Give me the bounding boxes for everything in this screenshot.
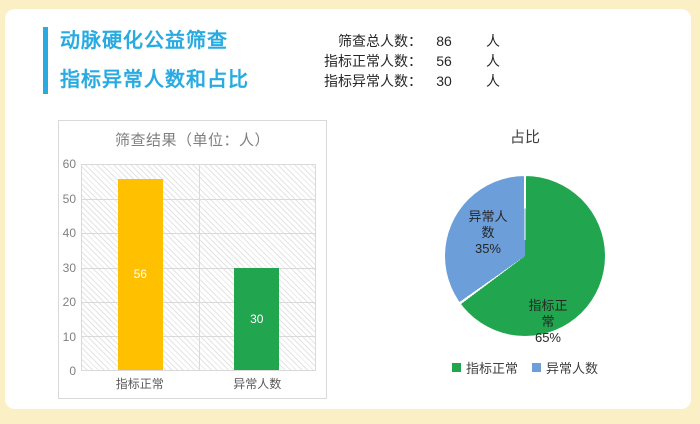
legend-label: 指标正常 <box>465 361 518 376</box>
bar-chart-panel: 筛查结果（单位：人） 60 50 40 30 20 10 0 56 <box>58 120 327 399</box>
stat-value: 30 <box>436 73 452 89</box>
pie-chart-title: 占比 <box>509 129 540 146</box>
stat-row-normal: 指标正常人数： 56 人 <box>322 51 500 71</box>
pie-chart: 异常人 数 35% 指标正 常 65% <box>445 176 605 345</box>
stat-unit: 人 <box>486 73 500 89</box>
report-card: 动脉硬化公益筛查 指标异常人数和占比 筛查总人数： 86 人 指标正常人数： 5… <box>5 9 691 409</box>
stat-label: 筛查总人数： <box>338 33 422 49</box>
title-accent-bar <box>43 27 48 94</box>
summary-stats: 筛查总人数： 86 人 指标正常人数： 56 人 指标异常人数： 30 人 <box>322 31 500 91</box>
bar-category-abnormal: 30 <box>199 165 316 370</box>
x-category-label: 异常人数 <box>233 377 282 391</box>
stat-unit: 人 <box>486 53 500 69</box>
bar-chart-plot-area: 56 30 <box>81 164 316 371</box>
legend-item-normal: 指标正常 <box>451 358 518 377</box>
y-tick: 40 <box>62 226 76 240</box>
legend-item-abnormal: 异常人数 <box>532 358 598 377</box>
pie-chart-panel: 占比 异常人 数 35% 指标正 常 65% 指标正常 异常人数 <box>395 120 655 390</box>
bar-abnormal: 30 <box>234 267 280 370</box>
bar-category-normal: 56 <box>82 165 199 370</box>
pie-slice-label-normal: 指标正 常 65% <box>528 298 568 345</box>
stat-label: 指标异常人数： <box>324 73 422 89</box>
legend-swatch-normal <box>451 363 461 372</box>
pie-circle <box>445 176 605 336</box>
bar-normal: 56 <box>117 178 163 370</box>
report-title-line2: 指标异常人数和占比 <box>60 69 249 91</box>
y-tick: 50 <box>62 191 76 206</box>
category-divider-gridline <box>198 165 200 370</box>
y-tick: 60 <box>62 157 76 171</box>
stat-value: 86 <box>436 33 452 49</box>
y-tick: 20 <box>62 295 76 309</box>
legend-label: 异常人数 <box>546 361 599 376</box>
bar-data-label: 56 <box>133 267 147 282</box>
legend-swatch-abnormal <box>532 363 541 372</box>
stat-row-abnormal: 指标异常人数： 30 人 <box>322 71 500 91</box>
pie-slice-label-abnormal: 异常人 数 35% <box>468 209 508 256</box>
bar-chart-title: 筛查结果（单位：人） <box>114 132 270 149</box>
stat-row-total: 筛查总人数： 86 人 <box>322 31 500 51</box>
stat-unit: 人 <box>486 33 500 49</box>
bar-data-label: 30 <box>250 311 264 326</box>
report-title-line1: 动脉硬化公益筛查 <box>60 30 228 52</box>
pie-legend: 指标正常 异常人数 <box>395 358 655 377</box>
stat-value: 56 <box>436 53 452 69</box>
stat-label: 指标正常人数： <box>324 53 422 69</box>
bar-chart-x-axis: 指标正常 异常人数 <box>81 375 316 392</box>
bar-chart-y-axis: 60 50 40 30 20 10 0 <box>59 158 78 377</box>
y-tick: 10 <box>62 329 76 344</box>
y-tick: 30 <box>62 260 76 275</box>
y-tick: 0 <box>69 364 76 378</box>
x-category-label: 指标正常 <box>115 377 164 391</box>
